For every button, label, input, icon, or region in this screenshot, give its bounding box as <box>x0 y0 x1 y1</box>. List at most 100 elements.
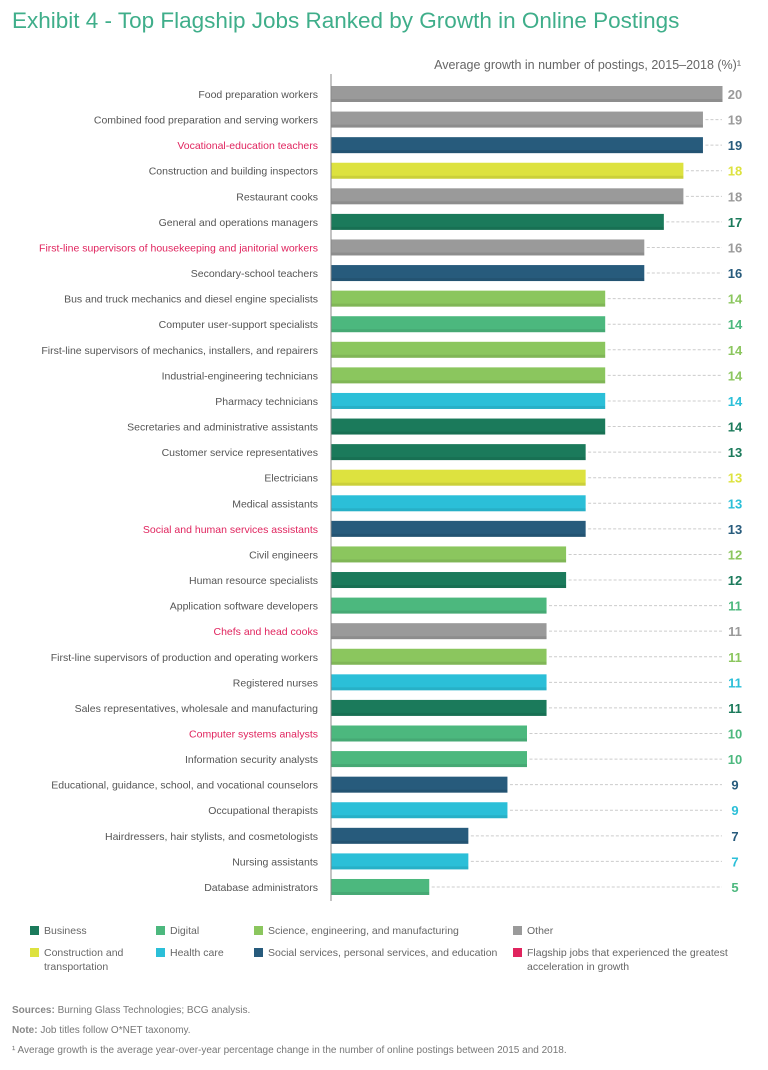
category-label: Registered nurses <box>233 677 318 689</box>
category-label: Construction and building inspectors <box>149 166 318 178</box>
bar <box>331 265 645 282</box>
bar-shade <box>331 815 508 819</box>
bar-shade <box>331 789 508 793</box>
legend-swatch <box>156 948 165 957</box>
legend-label: Science, engineering, and manufacturing <box>268 925 459 937</box>
value-label: 13 <box>728 522 742 537</box>
legend-swatch <box>254 926 263 935</box>
bar <box>331 648 547 665</box>
bar-shade <box>331 278 645 282</box>
legend-health: Health care <box>156 946 246 960</box>
bar-shade <box>331 866 469 870</box>
legend-label: Other <box>527 925 554 937</box>
category-label: Human resource specialists <box>189 575 318 587</box>
bar <box>331 776 508 793</box>
bar <box>331 290 606 307</box>
value-label: 14 <box>728 368 743 383</box>
category-label: First-line supervisors of mechanics, ins… <box>41 345 318 357</box>
bar-shade <box>331 150 703 154</box>
value-label: 14 <box>728 292 743 307</box>
bar <box>331 572 567 589</box>
bar <box>331 495 586 512</box>
legend-digital: Digital <box>156 924 246 938</box>
bar-shade <box>331 610 547 614</box>
value-label: 7 <box>731 854 738 869</box>
bar-shade <box>331 533 586 537</box>
bar-shade <box>331 431 606 435</box>
legend-label: Business <box>44 925 87 937</box>
value-label: 18 <box>728 189 742 204</box>
bar-shade <box>331 405 606 409</box>
category-label: General and operations managers <box>159 217 318 229</box>
bar-shade <box>331 764 527 768</box>
bar <box>331 546 567 563</box>
value-label: 18 <box>728 164 742 179</box>
value-label: 11 <box>728 650 742 665</box>
category-label: Computer systems analysts <box>189 729 318 741</box>
legend-social: Social services, personal services, and … <box>254 946 514 960</box>
bar <box>331 392 606 409</box>
note-text: Job titles follow O*NET taxonomy. <box>37 1025 191 1036</box>
value-label: 13 <box>728 496 742 511</box>
category-label: Medical assistants <box>232 498 318 510</box>
legend-swatch <box>254 948 263 957</box>
bar <box>331 674 547 691</box>
legend-science: Science, engineering, and manufacturing <box>254 924 504 938</box>
category-label: Application software developers <box>170 601 318 613</box>
category-label: Industrial-engineering technicians <box>162 370 318 382</box>
note: Note: Job titles follow O*NET taxonomy. <box>12 1025 191 1036</box>
legend-label: Construction and transportation <box>44 947 124 973</box>
bar <box>331 469 586 486</box>
bar-shade <box>331 585 567 589</box>
bar <box>331 725 527 742</box>
bar-shade <box>331 303 606 307</box>
category-label: Electricians <box>264 473 318 485</box>
value-label: 20 <box>728 87 742 102</box>
legend-swatch <box>30 926 39 935</box>
bar-shade <box>331 661 547 665</box>
value-label: 14 <box>728 420 743 435</box>
legend-swatch <box>513 926 522 935</box>
category-label: Pharmacy technicians <box>215 396 318 408</box>
bar-shade <box>331 508 586 512</box>
value-label: 17 <box>728 215 742 230</box>
bar <box>331 367 606 384</box>
legend-other: Other <box>513 924 613 938</box>
bar <box>331 316 606 333</box>
legend-label: Flagship jobs that experienced the great… <box>527 947 728 973</box>
bar-shade <box>331 482 586 486</box>
bar <box>331 162 684 179</box>
value-label: 14 <box>728 317 743 332</box>
legend-label: Health care <box>170 947 224 959</box>
legend-swatch <box>156 926 165 935</box>
bar <box>331 137 703 154</box>
bar-shade <box>331 124 703 128</box>
bar-shade <box>331 891 430 895</box>
bar-chart: Food preparation workers 20 Combined food … <box>39 74 743 901</box>
bar <box>331 520 586 537</box>
footnote: ¹ Average growth is the average year-ove… <box>12 1045 567 1056</box>
category-label: Nursing assistants <box>232 856 318 868</box>
category-label: Secondary-school teachers <box>191 268 318 280</box>
bar-shade <box>331 226 664 230</box>
category-label: First-line supervisors of production and… <box>51 652 318 664</box>
sources: Sources: Burning Glass Technologies; BCG… <box>12 1005 250 1016</box>
bar-shade <box>331 201 684 205</box>
sources-label: Sources: <box>12 1005 55 1016</box>
legend-highlight: Flagship jobs that experienced the great… <box>513 946 749 974</box>
category-label: Combined food preparation and serving wo… <box>94 115 318 127</box>
category-label: Database administrators <box>204 882 318 894</box>
value-label: 10 <box>728 752 742 767</box>
bar-shade <box>331 712 547 716</box>
value-label: 11 <box>728 701 742 716</box>
value-label: 9 <box>731 778 738 793</box>
category-label: Customer service representatives <box>162 447 318 459</box>
category-label: Sales representatives, wholesale and man… <box>75 703 319 715</box>
value-label: 14 <box>728 343 743 358</box>
legend-business: Business <box>30 924 140 938</box>
category-label: Vocational-education teachers <box>177 140 318 152</box>
category-label: Civil engineers <box>249 549 318 561</box>
bar <box>331 597 547 614</box>
value-label: 12 <box>728 547 742 562</box>
axis-title: Average growth in number of postings, 20… <box>434 58 741 72</box>
